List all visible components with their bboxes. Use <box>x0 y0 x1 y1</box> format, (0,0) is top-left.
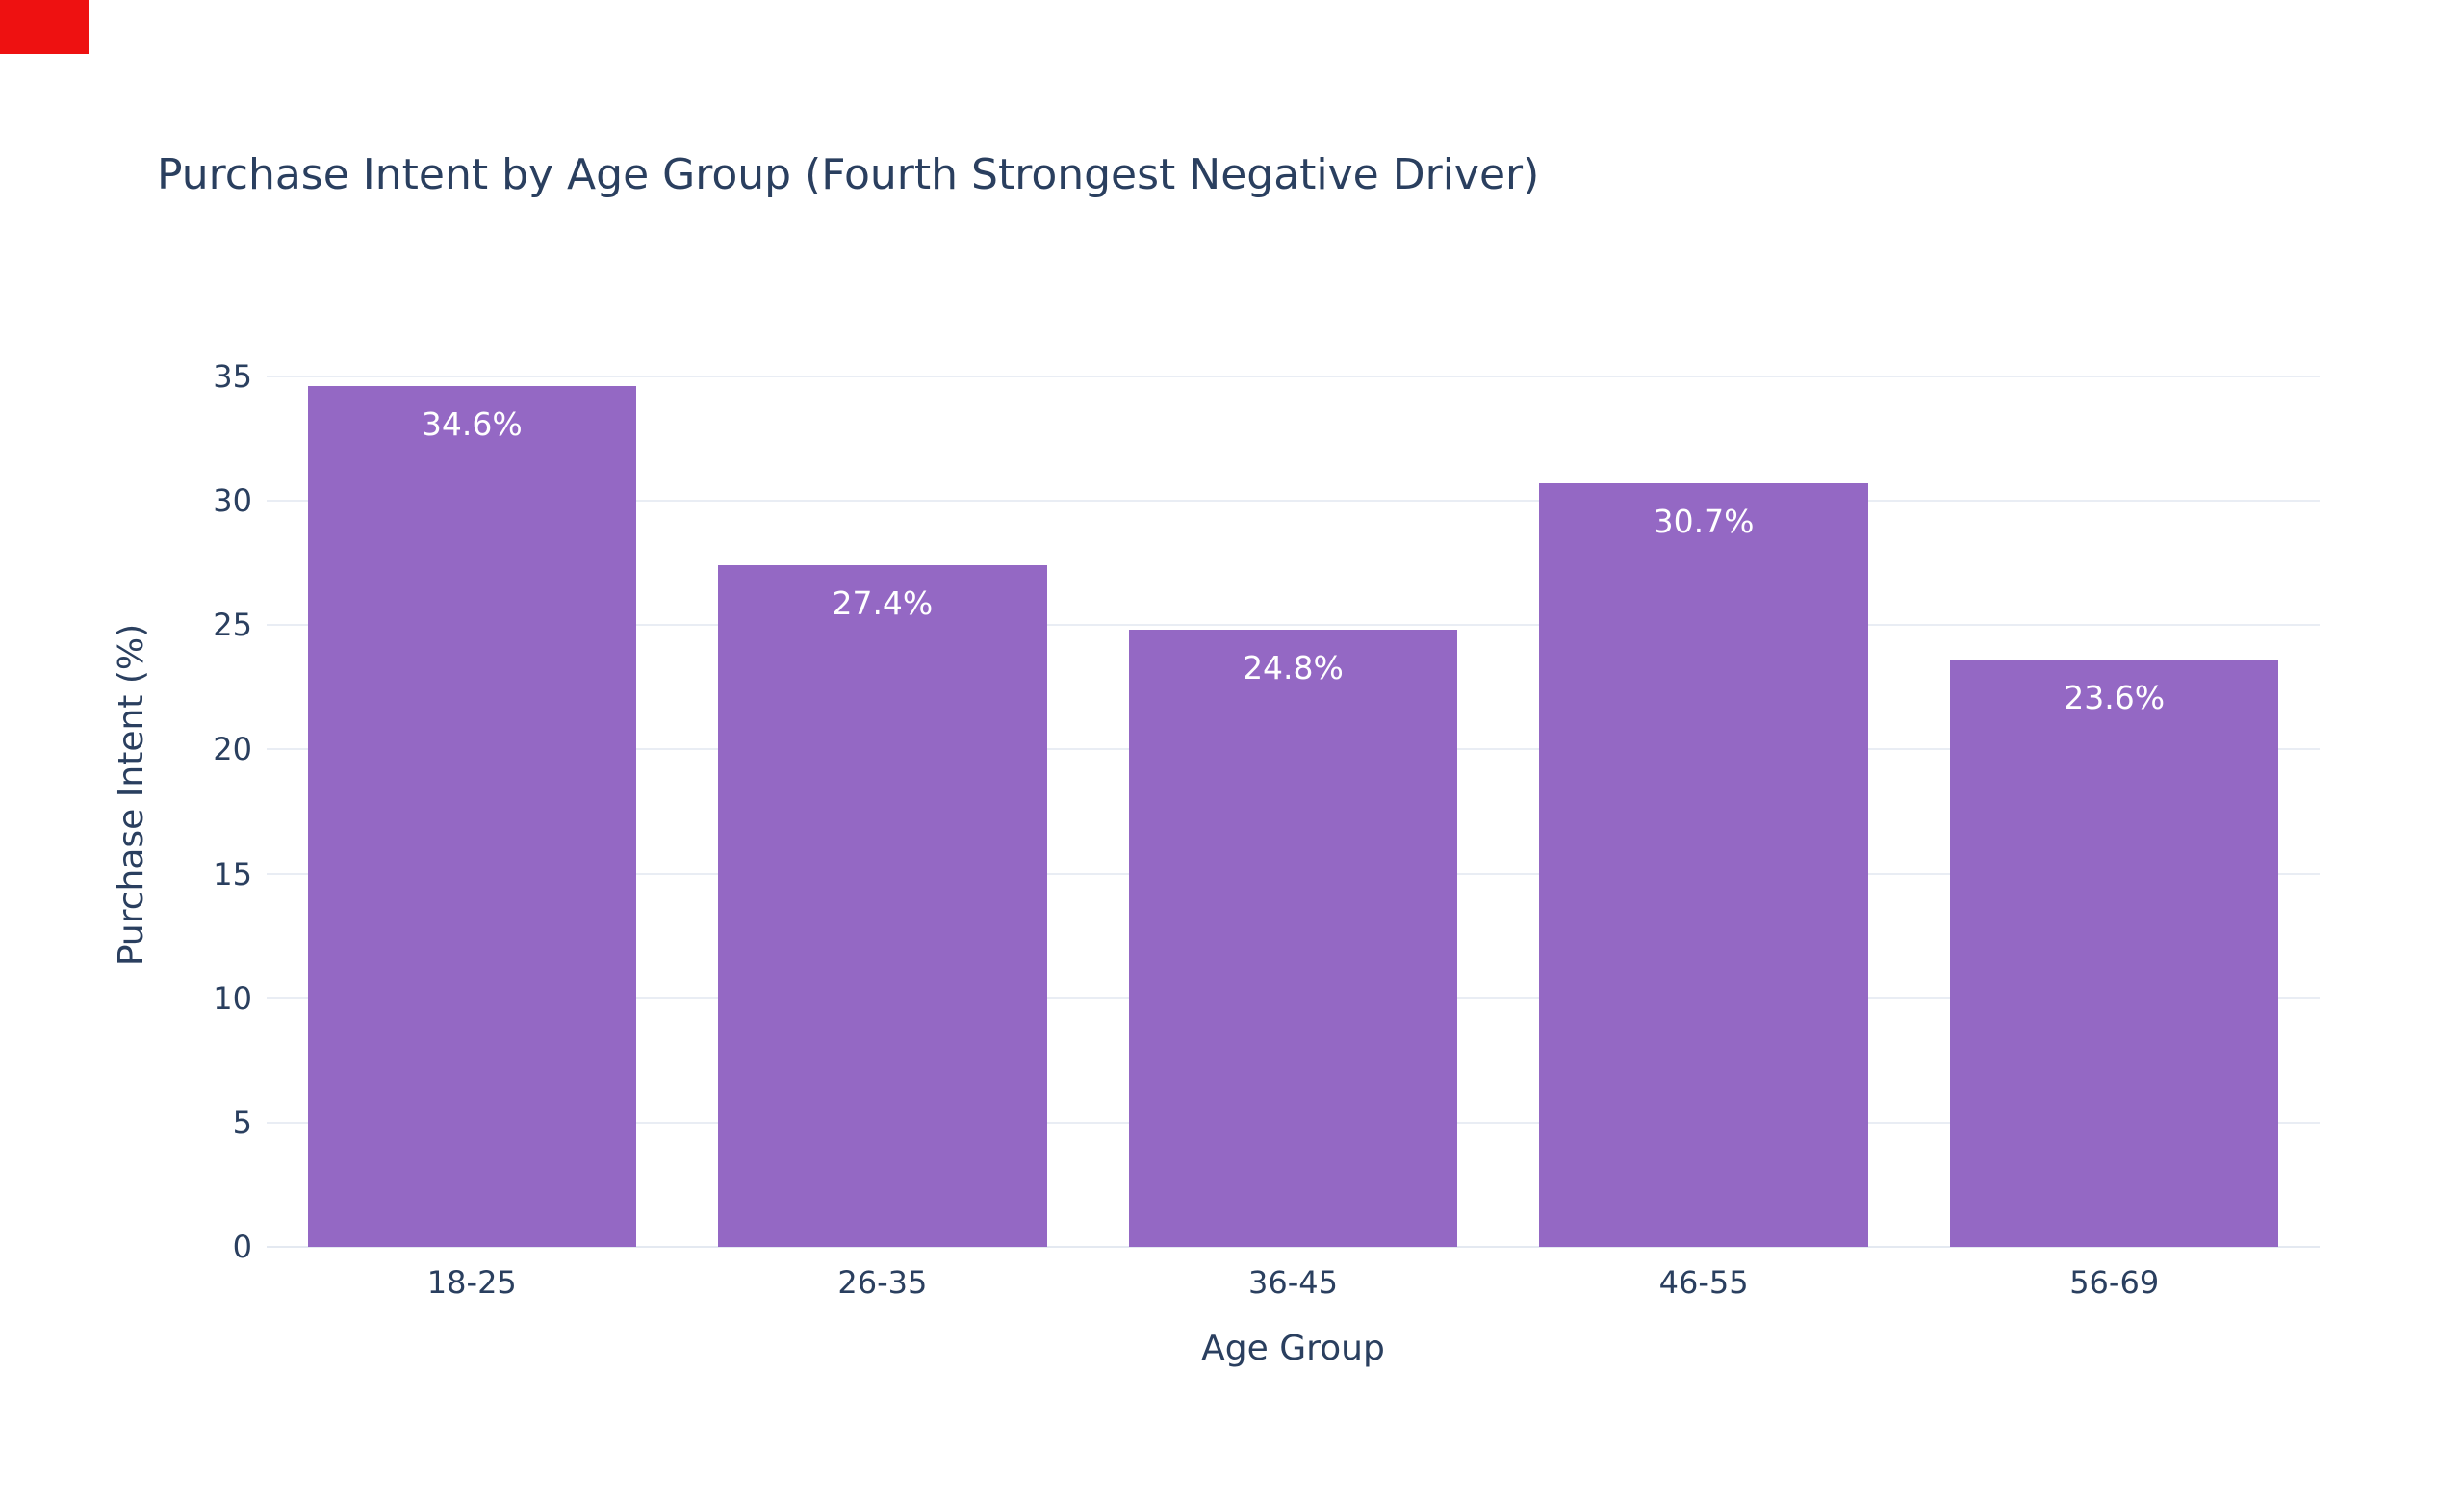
bar-36-45[interactable]: 24.8% <box>1128 630 1458 1247</box>
gridline-35 <box>267 376 2320 377</box>
y-tick-label-15: 15 <box>213 855 252 893</box>
chart-title: Purchase Intent by Age Group (Fourth Str… <box>157 150 1540 199</box>
y-tick-label-20: 20 <box>213 731 252 768</box>
x-axis-title: Age Group <box>1201 1329 1385 1368</box>
y-tick-label-30: 30 <box>213 482 252 520</box>
y-tick-label-25: 25 <box>213 607 252 644</box>
bar-56-69[interactable]: 23.6% <box>1950 660 2279 1247</box>
y-axis-title: Purchase Intent (%) <box>112 623 152 966</box>
gridline-25 <box>267 624 2320 627</box>
x-tick-label-56-69: 56-69 <box>2069 1264 2160 1301</box>
y-tick-label-5: 5 <box>232 1103 252 1141</box>
y-tick-label-0: 0 <box>232 1229 252 1265</box>
bar-value-label-36-45: 24.8% <box>1243 649 1344 687</box>
bar-26-35[interactable]: 27.4% <box>718 565 1047 1247</box>
y-axis-title-wrap: Purchase Intent (%) <box>101 342 163 1247</box>
bar-46-55[interactable]: 30.7% <box>1539 483 1868 1247</box>
bar-value-label-56-69: 23.6% <box>2064 679 2166 717</box>
gridline-30 <box>267 500 2320 503</box>
x-axis-zeroline <box>267 1246 2320 1248</box>
x-tick-label-36-45: 36-45 <box>1247 1264 1338 1301</box>
x-tick-label-26-35: 26-35 <box>837 1264 928 1301</box>
bar-18-25[interactable]: 34.6% <box>307 386 636 1247</box>
x-tick-label-46-55: 46-55 <box>1658 1264 1749 1301</box>
y-tick-label-35: 35 <box>213 358 252 395</box>
bar-value-label-26-35: 27.4% <box>832 584 934 623</box>
red-corner-marker <box>0 0 89 54</box>
bar-value-label-46-55: 30.7% <box>1653 503 1755 541</box>
bar-value-label-18-25: 34.6% <box>421 405 523 444</box>
x-tick-label-18-25: 18-25 <box>426 1264 517 1301</box>
y-tick-label-10: 10 <box>213 979 252 1017</box>
plot-area: 34.6% 27.4% 24.8% 30.7% 23.6% <box>267 342 2320 1248</box>
